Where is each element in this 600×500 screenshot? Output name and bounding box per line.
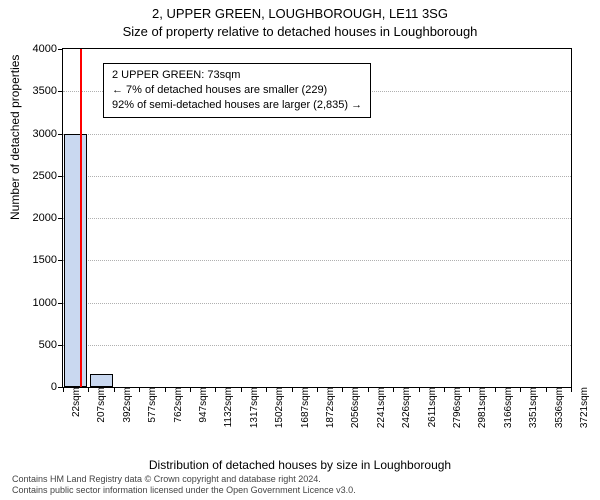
xtick-label: 2426sqm bbox=[397, 387, 412, 428]
xtick-mark bbox=[114, 387, 115, 392]
xtick-mark bbox=[190, 387, 191, 392]
ytick-mark bbox=[58, 345, 63, 346]
xtick-label: 1132sqm bbox=[219, 387, 234, 427]
xtick-mark bbox=[419, 387, 420, 392]
xtick-mark bbox=[292, 387, 293, 392]
xtick-mark bbox=[571, 387, 572, 392]
gridline bbox=[63, 134, 571, 135]
xtick-label: 3536sqm bbox=[550, 387, 565, 428]
xtick-mark bbox=[368, 387, 369, 392]
xtick-mark bbox=[469, 387, 470, 392]
xtick-label: 762sqm bbox=[169, 387, 184, 423]
annotation-box: 2 UPPER GREEN: 73sqm ← 7% of detached ho… bbox=[103, 63, 371, 118]
xtick-label: 1872sqm bbox=[321, 387, 336, 428]
xtick-label: 2056sqm bbox=[346, 387, 361, 428]
xtick-label: 3351sqm bbox=[524, 387, 539, 428]
footer-line2: Contains public sector information licen… bbox=[12, 485, 356, 496]
footer-text: Contains HM Land Registry data © Crown c… bbox=[12, 474, 356, 496]
xtick-label: 1502sqm bbox=[270, 387, 285, 428]
ytick-mark bbox=[58, 303, 63, 304]
xtick-label: 392sqm bbox=[118, 387, 133, 423]
gridline bbox=[63, 345, 571, 346]
xtick-label: 207sqm bbox=[92, 387, 107, 423]
xtick-label: 2796sqm bbox=[448, 387, 463, 428]
annotation-line3: 92% of semi-detached houses are larger (… bbox=[112, 98, 362, 113]
chart-title-address: 2, UPPER GREEN, LOUGHBOROUGH, LE11 3SG bbox=[0, 6, 600, 21]
xtick-label: 947sqm bbox=[194, 387, 209, 423]
ytick-mark bbox=[58, 134, 63, 135]
xtick-mark bbox=[520, 387, 521, 392]
chart-title-desc: Size of property relative to detached ho… bbox=[0, 24, 600, 39]
xtick-label: 577sqm bbox=[143, 387, 158, 423]
property-marker-line bbox=[80, 49, 82, 387]
xtick-mark bbox=[215, 387, 216, 392]
plot-area: 0500100015002000250030003500400022sqm207… bbox=[62, 48, 572, 388]
gridline bbox=[63, 260, 571, 261]
xtick-mark bbox=[342, 387, 343, 392]
annotation-line1: 2 UPPER GREEN: 73sqm bbox=[112, 68, 362, 83]
xtick-mark bbox=[88, 387, 89, 392]
xtick-mark bbox=[266, 387, 267, 392]
ytick-mark bbox=[58, 91, 63, 92]
xtick-label: 3721sqm bbox=[575, 387, 590, 428]
ytick-mark bbox=[58, 176, 63, 177]
xtick-mark bbox=[495, 387, 496, 392]
xtick-label: 22sqm bbox=[67, 387, 82, 417]
x-axis-label: Distribution of detached houses by size … bbox=[0, 458, 600, 472]
xtick-mark bbox=[63, 387, 64, 392]
xtick-label: 2611sqm bbox=[423, 387, 438, 427]
y-axis-label: Number of detached properties bbox=[8, 55, 22, 220]
gridline bbox=[63, 303, 571, 304]
gridline bbox=[63, 176, 571, 177]
xtick-mark bbox=[139, 387, 140, 392]
histogram-bar bbox=[90, 374, 113, 387]
xtick-label: 1687sqm bbox=[296, 387, 311, 428]
ytick-mark bbox=[58, 49, 63, 50]
xtick-mark bbox=[241, 387, 242, 392]
ytick-mark bbox=[58, 260, 63, 261]
xtick-label: 3166sqm bbox=[499, 387, 514, 428]
chart-container: 2, UPPER GREEN, LOUGHBOROUGH, LE11 3SG S… bbox=[0, 0, 600, 500]
xtick-label: 1317sqm bbox=[245, 387, 260, 428]
gridline bbox=[63, 218, 571, 219]
xtick-label: 2981sqm bbox=[473, 387, 488, 428]
xtick-label: 2241sqm bbox=[372, 387, 387, 428]
xtick-mark bbox=[317, 387, 318, 392]
xtick-mark bbox=[444, 387, 445, 392]
histogram-bar bbox=[64, 134, 87, 388]
xtick-mark bbox=[393, 387, 394, 392]
xtick-mark bbox=[546, 387, 547, 392]
xtick-mark bbox=[165, 387, 166, 392]
footer-line1: Contains HM Land Registry data © Crown c… bbox=[12, 474, 356, 485]
annotation-line2: ← 7% of detached houses are smaller (229… bbox=[112, 83, 362, 98]
ytick-mark bbox=[58, 218, 63, 219]
